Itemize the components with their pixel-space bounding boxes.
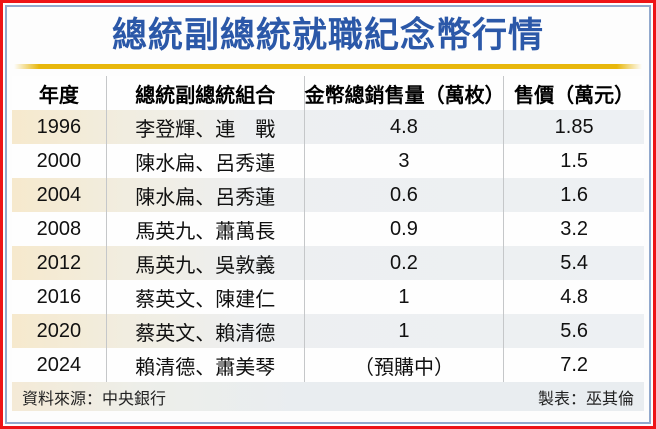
cell-price: 1.6 [560,183,589,206]
table-footer: 資料來源：中央銀行 製表：巫其倫 [12,382,644,411]
col-header-price: 售價（萬元） [514,84,635,107]
table-row: 2024 賴清德、蕭美琴 （預購中） 7.2 [12,348,644,382]
table-row: 2012 馬英九、吳敦義 0.2 5.4 [12,246,644,280]
table-row: 1996 李登輝、連 戰 4.8 1.85 [12,110,644,144]
cell-price: 3.2 [560,217,589,240]
table-row: 2020 蔡英文、賴清德 1 5.6 [12,314,644,348]
cell-sales: 0.6 [305,178,505,212]
cell-pair: 蔡英文、賴清德 [107,314,305,348]
cell-sales: 1 [305,314,505,348]
cell-pair: 陳水扁、呂秀蓮 [107,144,305,178]
cell-price: 5.4 [560,251,589,274]
graphic-inner-border: 總統副總統就職紀念幣行情 年度 總統副總統組合 金幣總銷售量（萬枚） 售價（萬元… [5,5,651,424]
cell-sales: 0.9 [305,212,505,246]
col-header-pair: 總統副總統組合 [107,76,305,110]
cell-year: 2012 [12,246,107,280]
table-row: 2000 陳水扁、呂秀蓮 3 1.5 [12,144,644,178]
cell-pair: 馬英九、吳敦義 [107,246,305,280]
cell-price: 1.85 [554,115,594,138]
cell-year: 2020 [12,314,107,348]
cell-pair: 馬英九、蕭萬長 [107,212,305,246]
cell-price: 5.6 [560,319,589,342]
cell-price: 4.8 [560,285,589,308]
page-title: 總統副總統就職紀念幣行情 [111,16,544,55]
cell-price: 7.2 [560,353,589,376]
cell-year: 2016 [12,280,107,314]
col-header-year: 年度 [12,76,107,110]
cell-sales: 3 [305,144,505,178]
cell-sales: 1 [305,280,505,314]
table-header-row: 年度 總統副總統組合 金幣總銷售量（萬枚） 售價（萬元） [12,76,644,110]
col-header-sales: 金幣總銷售量（萬枚） [305,76,505,110]
cell-year: 2000 [12,144,107,178]
cell-pair: 蔡英文、陳建仁 [107,280,305,314]
credit-label: 製表：巫其倫 [537,390,634,408]
cell-price: 1.5 [560,149,589,172]
table-row: 2004 陳水扁、呂秀蓮 0.6 1.6 [12,178,644,212]
cell-sales: （預購中） [305,348,505,382]
gold-divider [14,64,642,69]
cell-year: 2024 [12,348,107,382]
cell-year: 2008 [12,212,107,246]
coin-table: 年度 總統副總統組合 金幣總銷售量（萬枚） 售價（萬元） 1996 李登輝、連 … [12,76,644,382]
cell-pair: 賴清德、蕭美琴 [107,348,305,382]
cell-pair: 李登輝、連 戰 [107,110,305,144]
cell-year: 1996 [12,110,107,144]
cell-year: 2004 [12,178,107,212]
data-source-label: 資料來源：中央銀行 [22,390,167,408]
cell-sales: 0.2 [305,246,505,280]
table-row: 2008 馬英九、蕭萬長 0.9 3.2 [12,212,644,246]
cell-sales: 4.8 [305,110,505,144]
table-row: 2016 蔡英文、陳建仁 1 4.8 [12,280,644,314]
cell-pair: 陳水扁、呂秀蓮 [107,178,305,212]
